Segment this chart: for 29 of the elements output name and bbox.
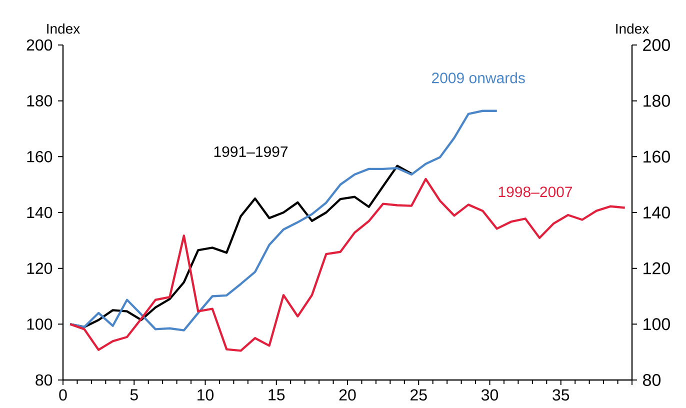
x-tick-label: 30	[481, 389, 498, 401]
y2-tick-label: 160	[644, 150, 670, 163]
line-series	[69, 110, 498, 332]
line-series	[69, 178, 626, 352]
y-tick-label: 140	[27, 206, 52, 218]
y-tick-label: 200	[26, 39, 52, 51]
y-tick-label: 160	[27, 151, 52, 162]
x-tick-label: 20	[339, 389, 356, 401]
y2-tick-label: 140	[644, 206, 670, 219]
y-tick-label: 80	[36, 374, 52, 386]
text: 1991–1997	[214, 146, 288, 157]
x-tick-label: 5	[130, 389, 138, 400]
y2-tick-label: 180	[644, 94, 670, 107]
x-tick-label: 10	[198, 389, 214, 401]
x-tick-label: 0	[59, 389, 67, 401]
series-label: 1998–2007	[498, 186, 572, 198]
y-axis-title: Index	[47, 23, 80, 34]
x-tick-label: 25	[410, 389, 427, 401]
y2-tick-label: 100	[644, 318, 670, 330]
y2-tick-label: 200	[643, 38, 670, 52]
y-tick-label: 100	[27, 318, 52, 330]
y-tick-label: 180	[27, 95, 52, 106]
y2-tick-label: 120	[644, 262, 670, 274]
y2-axis-title: Index	[616, 23, 649, 34]
x-tick-label: 15	[268, 389, 285, 400]
x-tick-label: 35	[552, 389, 570, 401]
text: 2009 onwards	[432, 72, 525, 84]
y2-tick-label: 80	[643, 374, 661, 386]
y-tick-label: 120	[27, 262, 52, 274]
